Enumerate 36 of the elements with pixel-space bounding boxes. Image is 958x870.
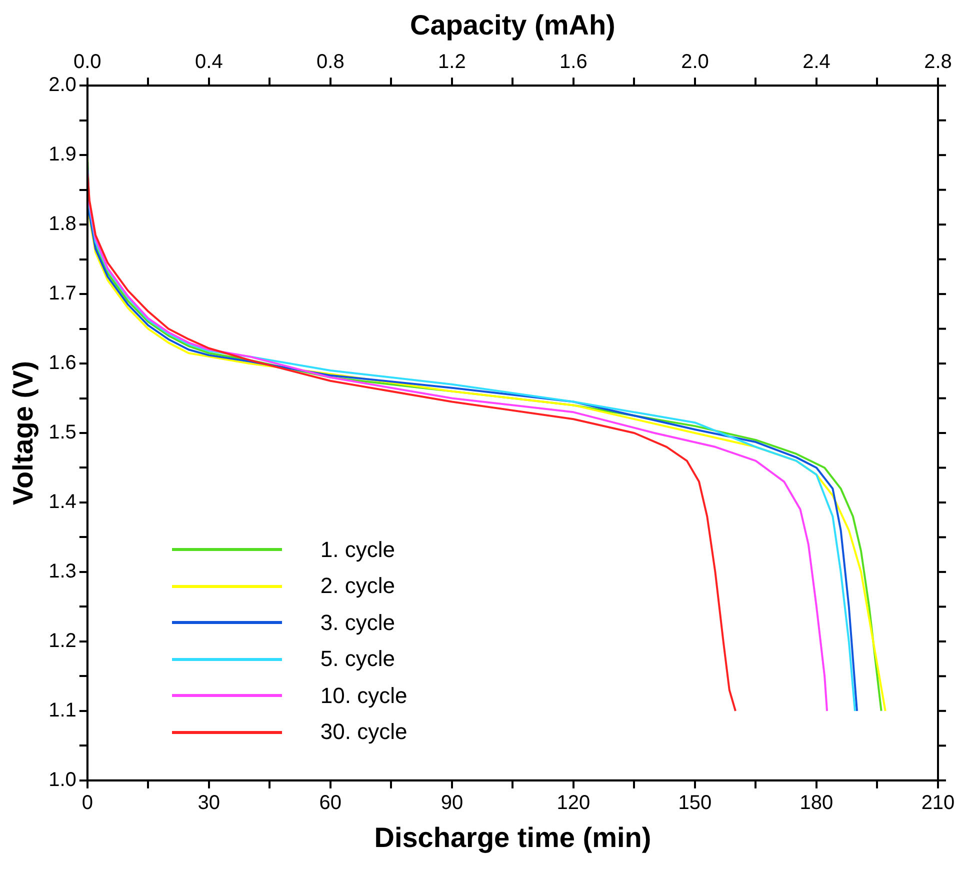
- x2-tick-label: 2.0: [681, 51, 709, 74]
- y-tick-label: 1.0: [48, 768, 76, 791]
- y-tick-label: 1.9: [48, 144, 76, 166]
- x2-tick-label: 2.4: [802, 51, 830, 74]
- x-tick-label: 180: [800, 792, 834, 814]
- legend-label: 3. cycle: [320, 610, 395, 636]
- y-axis-title: Voltage (V): [8, 360, 39, 506]
- x-tick-label: 30: [198, 792, 220, 814]
- legend-label: 30. cycle: [320, 719, 408, 746]
- y-tick-label: 1.1: [48, 699, 76, 722]
- x2-tick-label: 0.8: [316, 51, 344, 74]
- legend-label: 1. cycle: [320, 536, 395, 563]
- legend-label: 2. cycle: [320, 573, 395, 600]
- x2-tick-label: 0.0: [73, 51, 102, 74]
- x2-tick-label: 2.8: [924, 51, 952, 74]
- x-tick-label: 60: [319, 792, 342, 814]
- x2-axis-title: Capacity (mAh): [410, 10, 616, 41]
- legend-label: 5. cycle: [320, 646, 395, 672]
- x-axis-title: Discharge time (min): [374, 822, 652, 853]
- x2-tick-label: 0.4: [195, 51, 223, 74]
- x-tick-label: 120: [556, 792, 590, 814]
- x-tick-label: 90: [440, 792, 464, 814]
- y-tick-label: 1.5: [48, 422, 76, 444]
- y-tick-label: 1.4: [48, 490, 76, 513]
- x2-tick-label: 1.6: [560, 51, 588, 74]
- x-tick-label: 150: [678, 792, 712, 814]
- y-tick-label: 1.3: [48, 560, 76, 582]
- x-tick-label: 210: [921, 792, 955, 814]
- y-tick-label: 1.2: [48, 630, 76, 652]
- y-tick-label: 2.0: [48, 74, 76, 96]
- y-tick-label: 1.8: [48, 213, 76, 236]
- y-tick-label: 1.7: [48, 282, 76, 305]
- y-tick-label: 1.6: [48, 352, 76, 374]
- x2-tick-label: 1.2: [438, 51, 466, 74]
- x-tick-label: 0: [82, 792, 93, 814]
- legend-label: 10. cycle: [320, 682, 408, 709]
